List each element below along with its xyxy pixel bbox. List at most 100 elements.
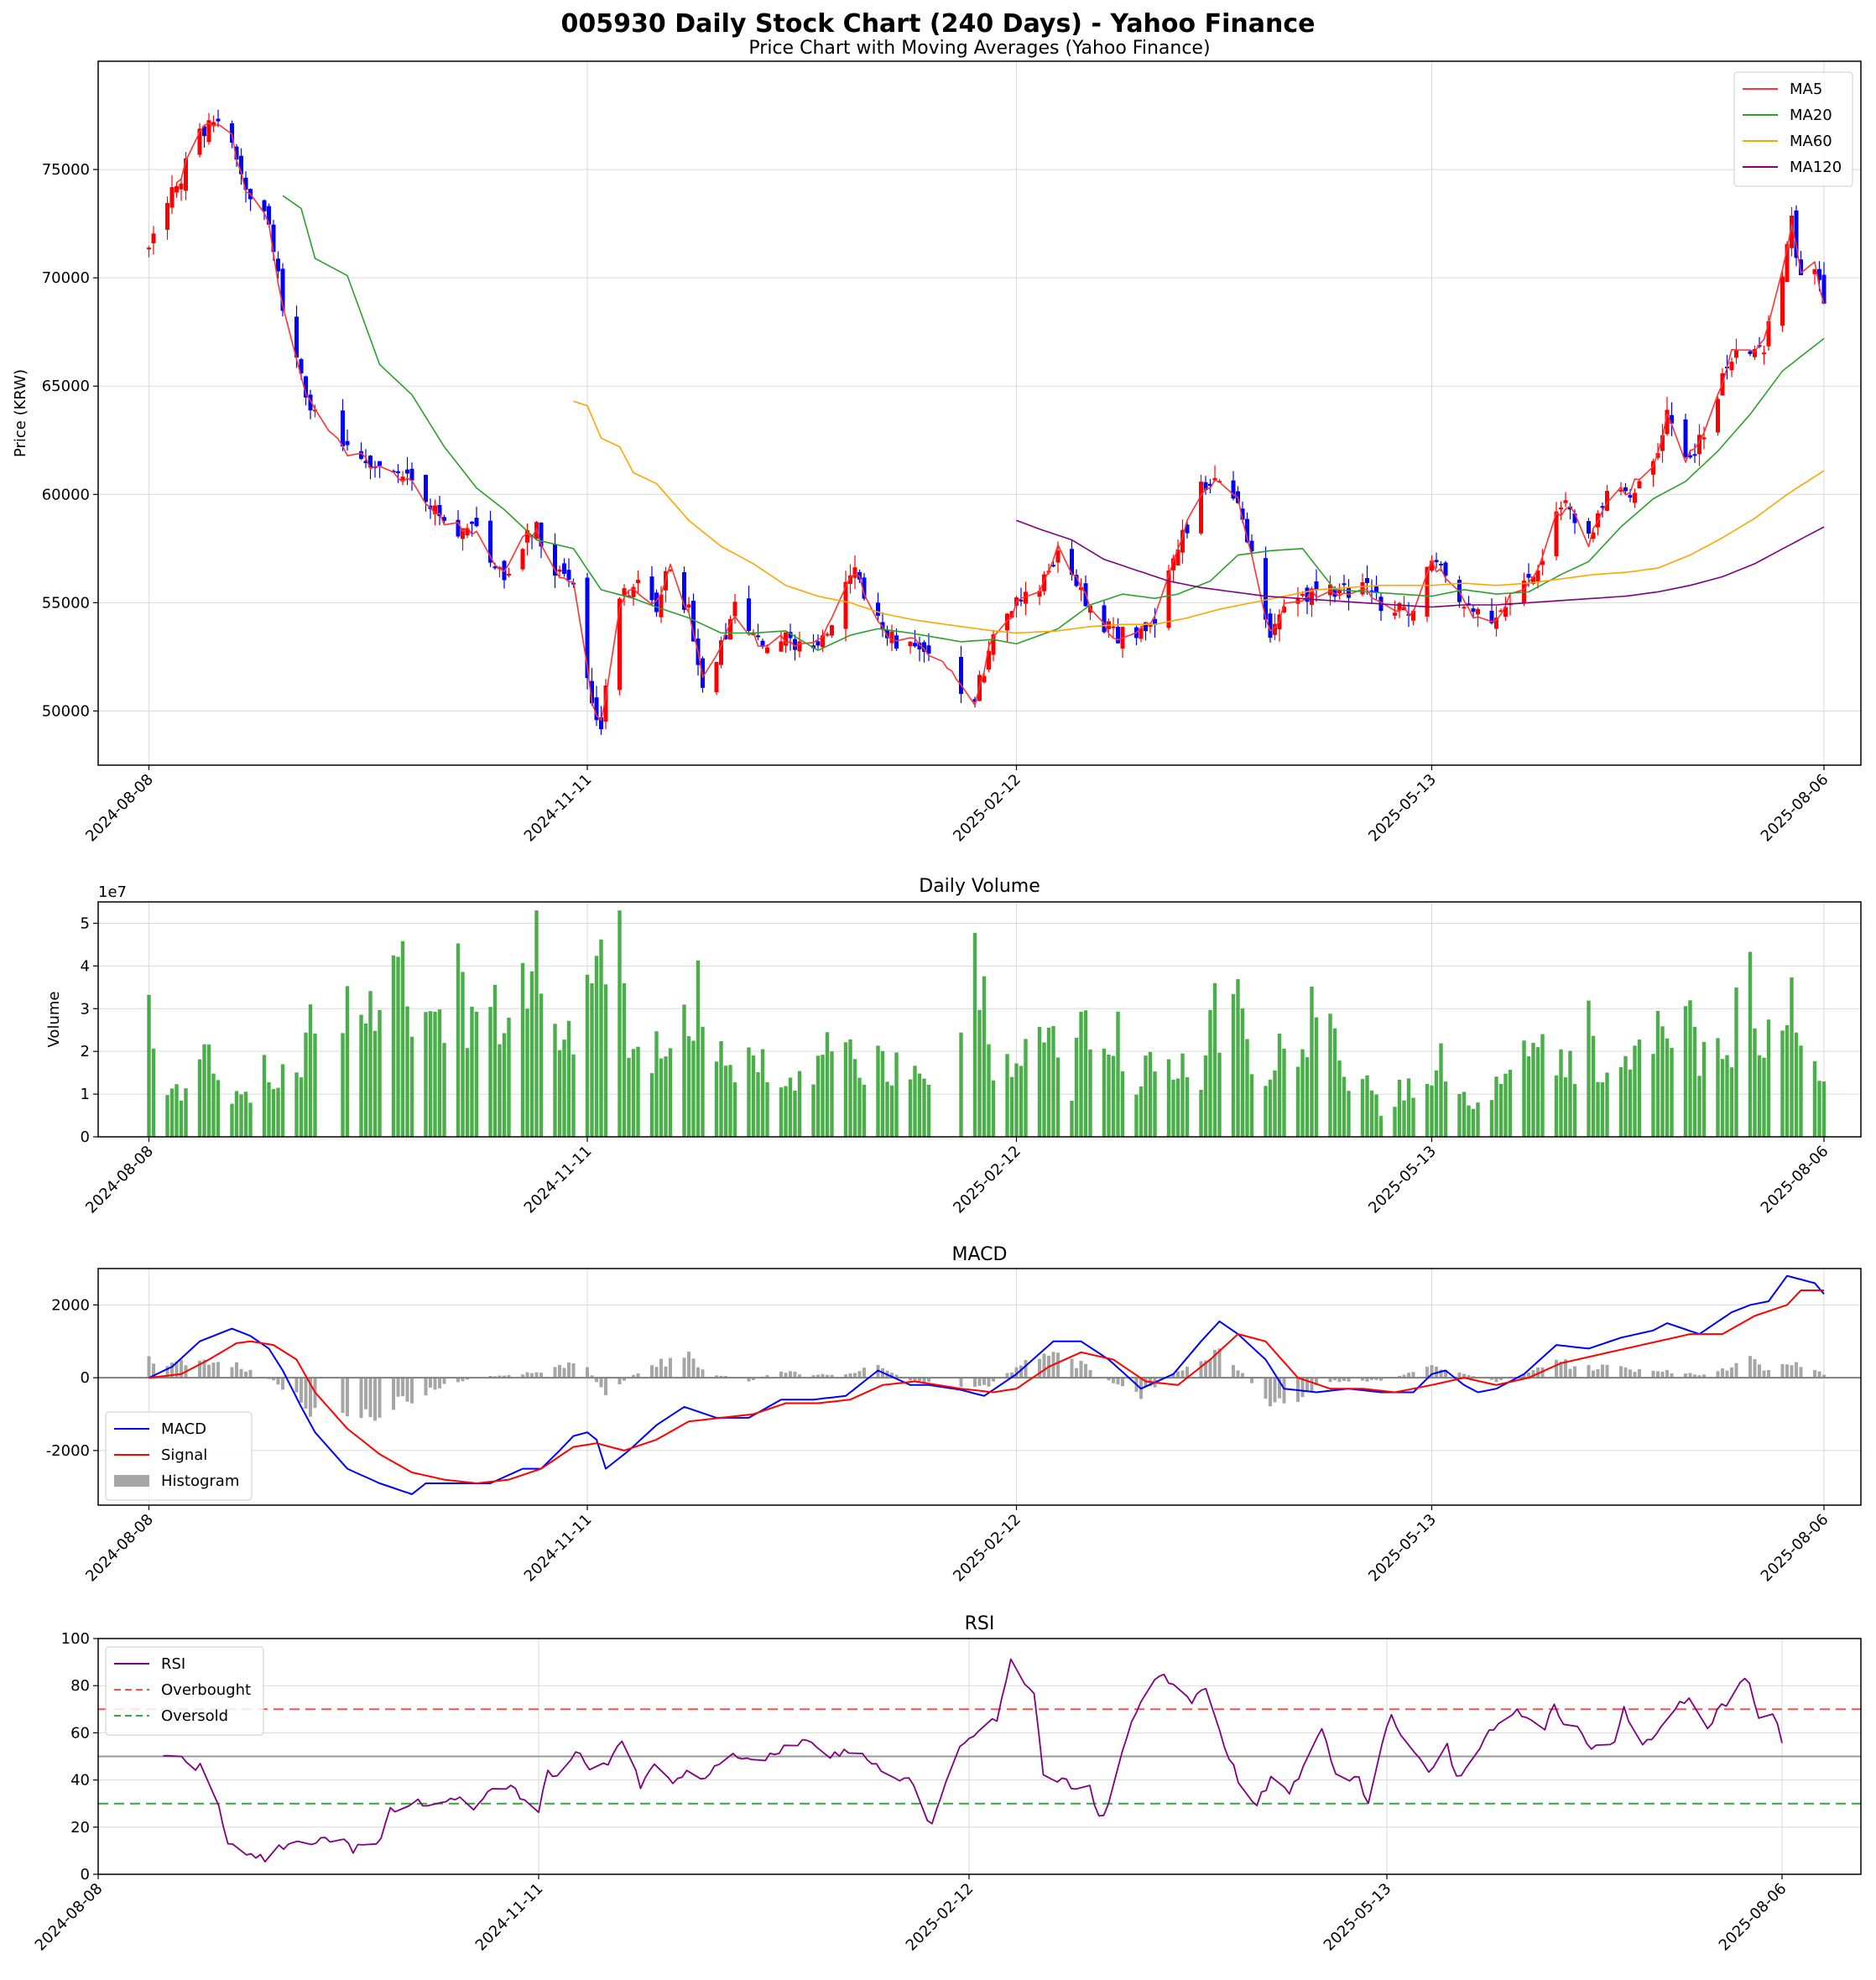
candle-up <box>1430 560 1434 571</box>
candle-up <box>1175 549 1180 565</box>
candle-up <box>1762 352 1766 355</box>
candle-down <box>1264 558 1268 620</box>
volume-bar <box>991 1080 996 1137</box>
candle-down <box>405 469 409 474</box>
histogram-bar <box>1107 1378 1111 1381</box>
histogram-bar <box>1623 1367 1628 1378</box>
histogram-bar <box>1527 1372 1530 1378</box>
histogram-bar <box>696 1367 700 1378</box>
candle-down <box>566 570 571 580</box>
histogram-bar <box>1670 1373 1674 1378</box>
histogram-bar <box>687 1351 690 1378</box>
candle-up <box>1559 507 1563 509</box>
candle-down <box>793 638 797 650</box>
volume-bar <box>682 1004 686 1137</box>
histogram-bar <box>752 1378 755 1380</box>
volume-bar <box>378 1009 382 1137</box>
y-tick-label: 5 <box>81 914 90 932</box>
histogram-bar <box>410 1378 414 1404</box>
histogram-bar <box>1684 1373 1687 1378</box>
rsi-line <box>163 1658 1783 1863</box>
volume-bar <box>1042 1042 1046 1137</box>
y-tick-label: 2 <box>81 1043 90 1060</box>
volume-bar <box>396 956 400 1137</box>
candle-up <box>1005 613 1009 631</box>
histogram-bar <box>1721 1368 1724 1378</box>
volume-bar <box>1107 1054 1111 1137</box>
y-tick-label: -2000 <box>46 1442 90 1460</box>
histogram-bar <box>1144 1378 1148 1388</box>
volume-bar <box>594 956 599 1137</box>
candle-down <box>304 376 308 398</box>
histogram-bar <box>562 1368 566 1378</box>
histogram-bar <box>1697 1375 1701 1378</box>
volume-bar <box>1264 1086 1268 1137</box>
histogram-bar <box>1010 1372 1014 1378</box>
volume-bar <box>165 1095 169 1137</box>
volume-bar <box>1199 1089 1203 1137</box>
volume-bar <box>1037 1026 1042 1137</box>
volume-bar <box>1116 1011 1120 1137</box>
volume-bar <box>520 962 525 1137</box>
volume-bar <box>566 1020 571 1137</box>
histogram-bar <box>618 1378 622 1385</box>
candle-down <box>1365 578 1369 583</box>
histogram-bar <box>1361 1378 1364 1381</box>
volume-bar <box>926 1084 931 1137</box>
candle-up <box>686 604 691 608</box>
candle-up <box>1633 492 1637 503</box>
volume-bar <box>1231 993 1236 1137</box>
y-tick-label: 0 <box>81 1369 90 1387</box>
candle-down <box>913 643 917 647</box>
candle-down <box>926 645 931 654</box>
candle-up <box>1660 435 1665 451</box>
histogram-bar <box>669 1357 672 1378</box>
y-tick-label: 4 <box>81 957 90 975</box>
candle-down <box>1587 521 1591 534</box>
candle-down <box>359 451 363 459</box>
volume-bar <box>1443 1081 1448 1137</box>
legend-box <box>1733 71 1853 187</box>
volume-bar <box>169 1088 175 1137</box>
histogram-bar <box>1467 1375 1471 1378</box>
candle-down <box>959 656 963 695</box>
histogram-bar <box>442 1378 446 1384</box>
volume-bar <box>1171 1079 1175 1137</box>
volume-bar <box>1051 1026 1055 1137</box>
candle-down <box>1568 506 1572 510</box>
histogram-bar <box>862 1368 866 1378</box>
histogram-bar <box>1596 1368 1600 1378</box>
candle-up <box>1655 453 1660 458</box>
histogram-bar <box>534 1372 539 1378</box>
volume-bar <box>765 1081 769 1137</box>
candle-down <box>294 316 299 358</box>
candle-up <box>668 569 673 571</box>
histogram-bar <box>636 1373 640 1378</box>
volume-bar <box>1079 1011 1083 1137</box>
candle-down <box>1245 518 1249 543</box>
histogram-bar <box>894 1374 899 1378</box>
histogram-bar <box>1278 1378 1281 1399</box>
volume-bar <box>368 991 373 1137</box>
histogram-bar <box>1430 1365 1434 1378</box>
volume-bar <box>1314 1017 1319 1137</box>
histogram-bar <box>816 1374 820 1378</box>
volume-bar <box>1328 1013 1332 1137</box>
legend-label: Overbought <box>161 1681 251 1699</box>
volume-bar <box>1005 1054 1009 1137</box>
histogram-bar <box>1180 1370 1185 1378</box>
candle-up <box>1780 276 1785 326</box>
volume-bar <box>184 1088 188 1137</box>
volume-bar <box>492 984 498 1137</box>
histogram-bar <box>1208 1358 1212 1378</box>
candle-down <box>230 123 234 143</box>
candle-up <box>784 632 788 646</box>
legend-label: MA60 <box>1790 133 1832 150</box>
volume-bar <box>1799 1045 1803 1137</box>
candle-up <box>1563 500 1568 503</box>
volume-bar <box>1111 1055 1116 1137</box>
volume-bar <box>1332 1028 1337 1137</box>
volume-bar <box>719 1041 723 1137</box>
candle-up <box>1397 602 1402 611</box>
volume-y-axis-label: Volume <box>45 992 63 1048</box>
